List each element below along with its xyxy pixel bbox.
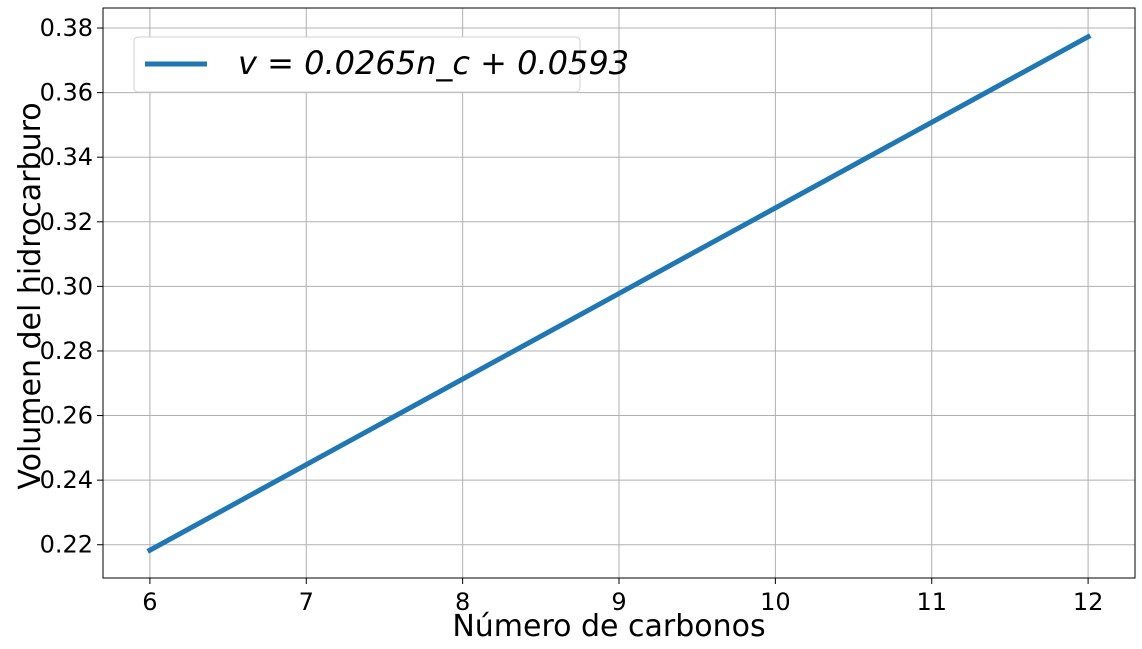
x-tick-label: 9 [611, 588, 626, 616]
x-tick-label: 8 [455, 588, 470, 616]
y-tick-label: 0.22 [40, 531, 93, 559]
series-line [146, 33, 1092, 554]
legend-label: v = 0.0265n_c + 0.0593 [238, 44, 629, 82]
x-axis-ticks: 6 7 8 9 10 11 12 [142, 578, 1103, 616]
legend-box [133, 36, 581, 93]
y-tick-label: 0.28 [40, 337, 93, 365]
y-tick-label: 0.26 [40, 402, 93, 430]
x-tick-label: 7 [299, 588, 314, 616]
x-tick-label: 10 [760, 588, 791, 616]
y-axis-label: Volumen del hidrocarburo [13, 102, 48, 489]
x-tick-label: 6 [142, 588, 157, 616]
y-tick-label: 0.34 [40, 143, 93, 171]
y-tick-label: 0.38 [40, 14, 93, 42]
x-axis-label: Número de carbonos [452, 609, 765, 644]
y-tick-label: 0.36 [40, 79, 93, 107]
x-tick-label: 11 [916, 588, 947, 616]
x-tick-label: 12 [1073, 588, 1104, 616]
grid-lines [103, 8, 1135, 578]
legend: v = 0.0265n_c + 0.0593 [133, 36, 629, 93]
y-tick-label: 0.24 [40, 466, 93, 494]
series-layer [146, 33, 1092, 554]
y-axis-ticks: 0.22 0.24 0.26 0.28 0.30 0.32 0.34 0.36 0.38 [40, 14, 103, 559]
y-tick-label: 0.32 [40, 208, 93, 236]
y-tick-label: 0.30 [40, 272, 93, 300]
